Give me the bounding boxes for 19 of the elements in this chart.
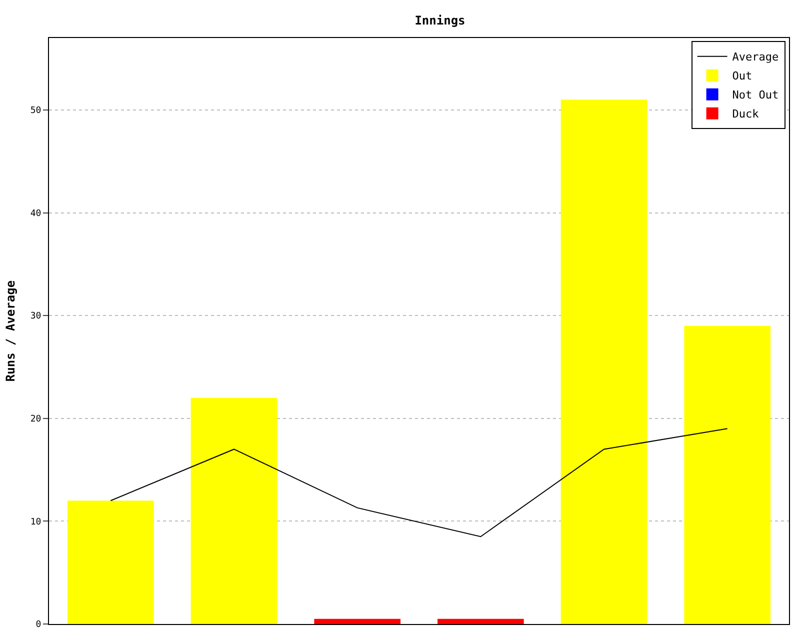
bar (314, 618, 400, 624)
y-tick-label: 50 (30, 106, 42, 116)
legend-label: Average (732, 50, 779, 64)
legend-label: Duck (732, 108, 760, 121)
bar (68, 500, 154, 624)
bar (190, 398, 278, 624)
y-tick-label: 30 (30, 312, 42, 322)
y-tick-label: 40 (30, 208, 42, 219)
bar (560, 100, 648, 624)
bar (438, 618, 524, 624)
y-tick-label: 20 (30, 414, 42, 425)
y-axis-title: Runs / Average (4, 280, 18, 382)
bar (684, 326, 770, 624)
legend-label: Not Out (732, 88, 779, 102)
y-tick-label: 0 (36, 620, 42, 630)
legend-label: Out (732, 70, 752, 83)
chart-title: Innings (414, 13, 466, 28)
line-series (110, 428, 728, 538)
y-tick-label: 10 (30, 517, 42, 528)
